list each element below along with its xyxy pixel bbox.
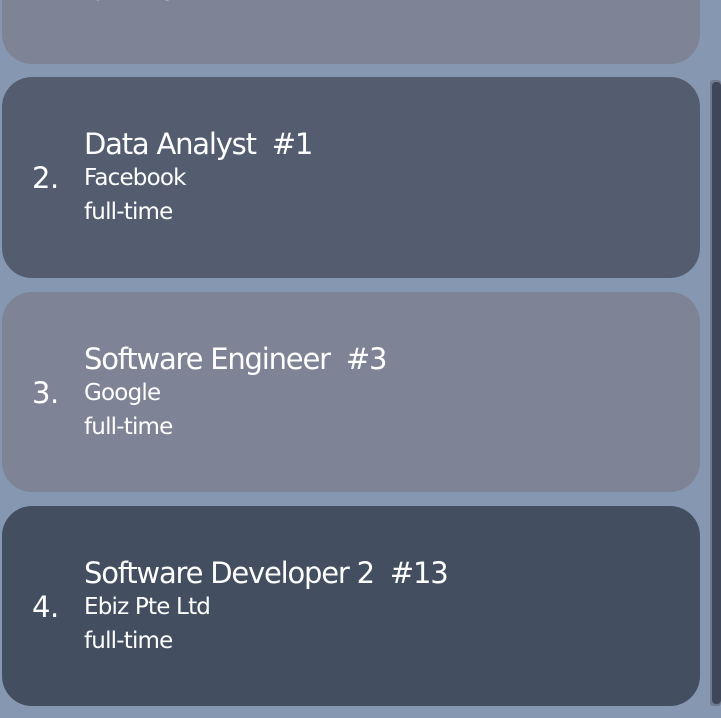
list-item[interactable]: full-time (2, 0, 700, 64)
job-title: Data Analyst #1 (84, 127, 313, 161)
list-item[interactable]: 3. Software Engineer #3 Google full-time (2, 292, 700, 492)
list-item[interactable]: 4. Software Developer 2 #13 Ebiz Pte Ltd… (2, 506, 700, 706)
job-company: Google (84, 380, 161, 406)
job-title: Software Developer 2 #13 (84, 556, 449, 590)
job-company: Ebiz Pte Ltd (84, 594, 211, 620)
job-title: Software Engineer #3 (84, 342, 387, 376)
job-type: full-time (84, 414, 173, 440)
job-index: 4. (32, 590, 59, 624)
job-info: Data Analyst #1 Facebook full-time (84, 127, 313, 229)
job-type: full-time (84, 199, 173, 225)
job-company: Facebook (84, 165, 186, 191)
job-info: Software Developer 2 #13 Ebiz Pte Ltd fu… (84, 556, 449, 658)
job-index: 3. (32, 376, 59, 410)
scrollbar-thumb[interactable] (712, 82, 721, 704)
job-index: 2. (32, 161, 59, 195)
job-info: full-time (84, 0, 173, 10)
job-type: full-time (84, 0, 173, 10)
list-item[interactable]: 2. Data Analyst #1 Facebook full-time (2, 77, 700, 278)
job-info: Software Engineer #3 Google full-time (84, 342, 387, 444)
job-type: full-time (84, 628, 173, 654)
